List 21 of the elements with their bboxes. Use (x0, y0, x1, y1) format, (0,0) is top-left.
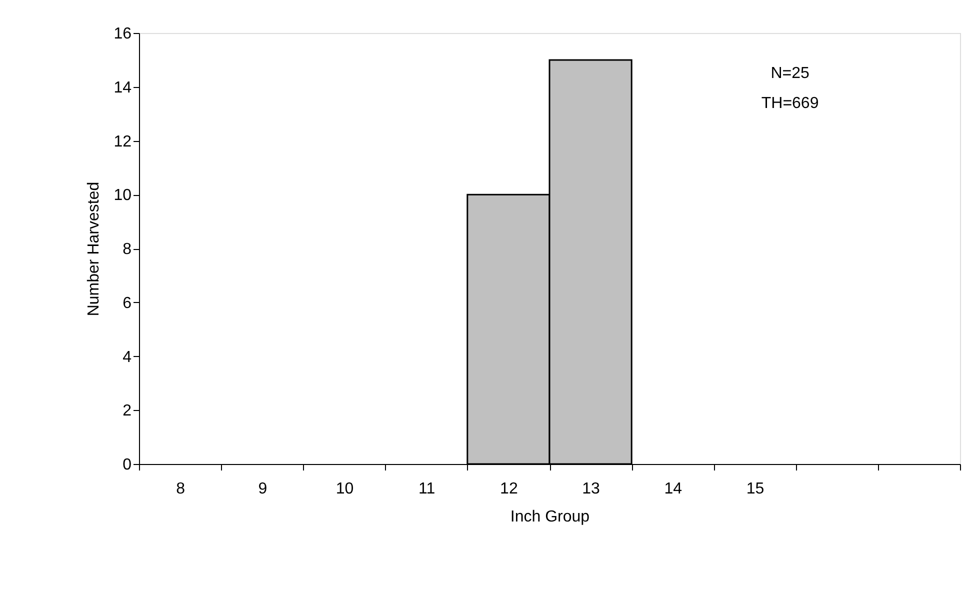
y-tick-label: 8 (122, 241, 132, 258)
y-tick-label: 12 (114, 133, 132, 150)
x-tick-label: 14 (664, 480, 682, 498)
x-tick-label: 8 (176, 480, 186, 498)
y-tick-label: 14 (114, 79, 132, 96)
y-tick-label: 4 (122, 348, 132, 366)
x-axis-title: Inch Group (510, 508, 590, 526)
y-tick-label: 2 (122, 402, 132, 420)
y-tick-label: 0 (122, 456, 132, 474)
x-tick-label: 10 (336, 480, 354, 498)
x-tick-label: 15 (746, 480, 764, 498)
x-tick-label: 9 (258, 480, 268, 498)
x-tick-label: 12 (500, 480, 518, 498)
y-tick-label: 6 (122, 294, 132, 312)
y-axis-title: Number Harvested (86, 182, 103, 316)
y-tick-label: 10 (114, 187, 132, 204)
x-tick-label: 11 (418, 480, 436, 498)
annotation: TH=669 (761, 95, 819, 112)
x-tick-label: 13 (582, 480, 600, 498)
annotation: N=25 (770, 65, 810, 82)
y-tick-label: 16 (114, 26, 132, 42)
